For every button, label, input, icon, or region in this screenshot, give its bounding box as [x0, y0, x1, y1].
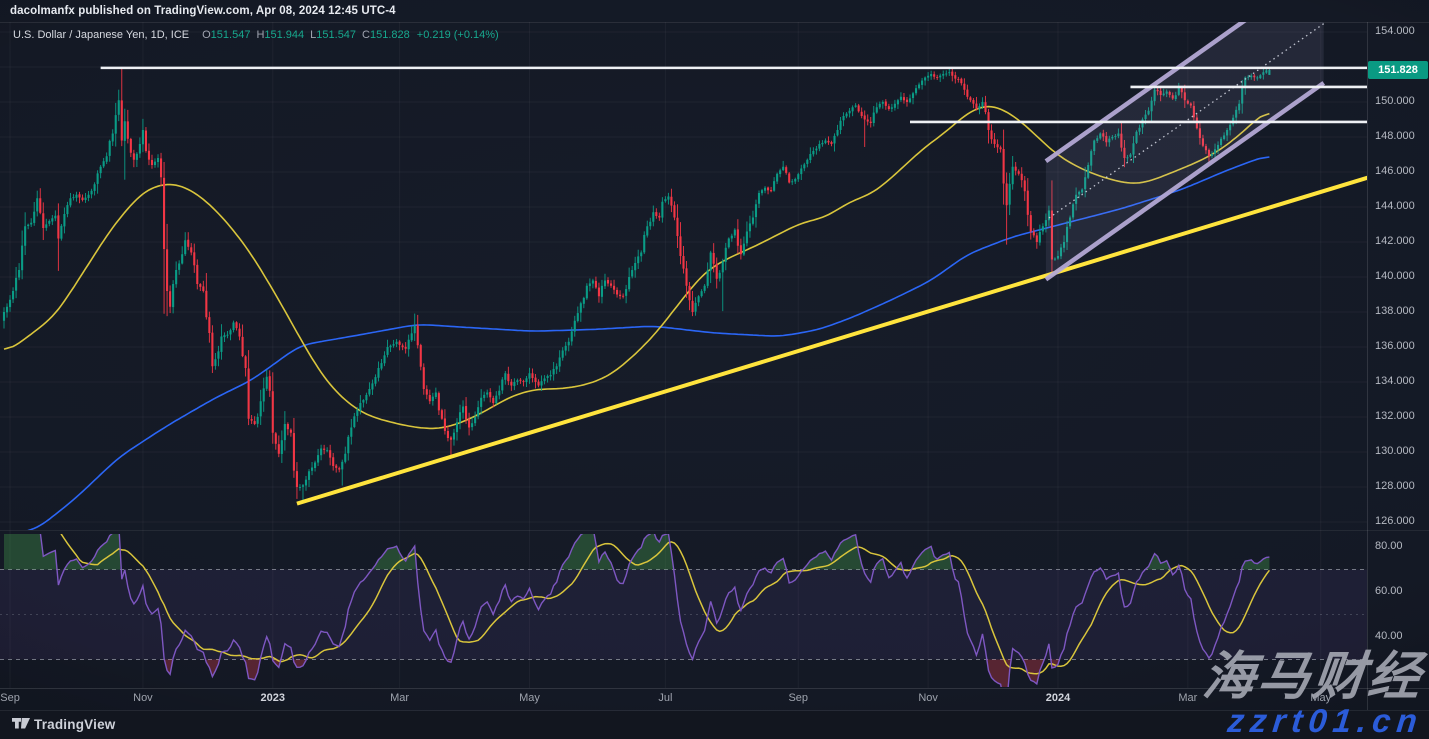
high-value: 151.944: [264, 29, 305, 41]
channel-dotted-midline: [1048, 23, 1325, 219]
symbol-title: U.S. Dollar / Japanese Yen, 1D, ICE: [13, 29, 190, 41]
time-axis-month-label: Sep: [0, 692, 20, 704]
close-label: C: [362, 29, 370, 41]
ma-200-line: [27, 156, 1270, 530]
symbol-legend: U.S. Dollar / Japanese Yen, 1D, ICE O151.…: [13, 29, 499, 41]
time-axis-year-label: 2024: [1045, 692, 1071, 704]
time-axis-month-label: May: [1310, 692, 1332, 704]
tradingview-logo-icon[interactable]: [12, 718, 30, 733]
time-axis-month-label: Mar: [1178, 692, 1198, 704]
footer-bar: TradingView: [0, 711, 1429, 739]
time-axis-month-label: Nov: [133, 692, 153, 704]
channel-lower-line: [1044, 81, 1326, 282]
time-axis-month-label: Mar: [390, 692, 410, 704]
rsi-line: [39, 534, 1270, 687]
published-byline: dacolmanfx published on TradingView.com,…: [10, 5, 396, 17]
time-axis-year-label: 2023: [260, 692, 286, 704]
high-label: H: [256, 29, 265, 41]
low-label: L: [310, 29, 317, 41]
time-axis-month-label: May: [519, 692, 540, 704]
tradingview-brand-text[interactable]: TradingView: [34, 717, 116, 732]
low-value: 151.547: [316, 29, 357, 41]
open-label: O: [202, 29, 211, 41]
rsi-pane: [0, 534, 1367, 687]
close-value: 151.828: [370, 29, 410, 41]
channel-fill: [1045, 22, 1324, 280]
time-axis-month-label: Sep: [788, 692, 809, 704]
last-price-badge: 151.828: [1368, 61, 1428, 79]
candlestick-series: [2, 67, 1271, 501]
time-axis-month-label: Nov: [918, 692, 938, 704]
trendline-support: [296, 175, 1367, 506]
header-divider: [0, 22, 1429, 23]
pane-splitter[interactable]: [0, 530, 1429, 531]
time-axis-month-label: Jul: [658, 692, 673, 704]
footer-divider: [0, 710, 1429, 711]
change-value: +0.219 (+0.14%): [416, 29, 499, 41]
rsi-overbought-fill: [4, 534, 1270, 570]
open-value: 151.547: [210, 29, 251, 41]
channel-upper-line: [1044, 22, 1247, 163]
price-axis-divider: [1367, 22, 1368, 710]
time-axis-divider: [0, 688, 1429, 689]
rsi-signal-line: [60, 534, 1271, 675]
